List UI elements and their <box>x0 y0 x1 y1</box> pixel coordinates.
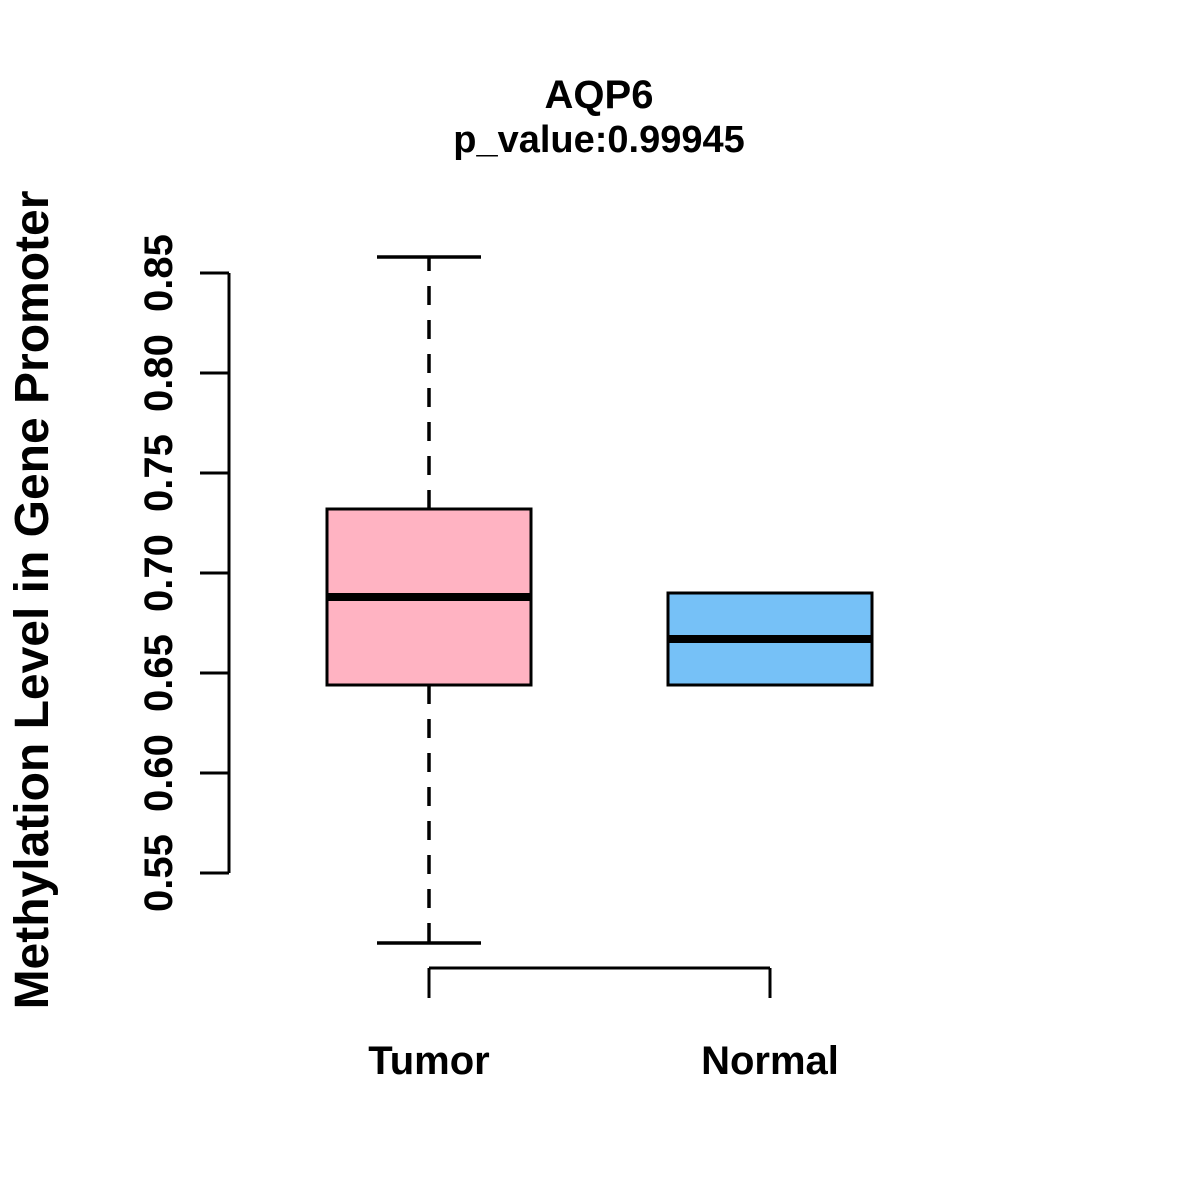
x-axis: Tumor Normal <box>368 966 839 1083</box>
y-tick-label: 0.85 <box>137 234 181 312</box>
y-tick-label: 0.65 <box>137 634 181 712</box>
boxplot-series <box>325 255 874 945</box>
x-tick-label-tumor: Tumor <box>368 1039 489 1083</box>
y-tick-label: 0.75 <box>137 434 181 512</box>
y-axis-title: Methylation Level in Gene Promoter <box>6 191 59 1010</box>
x-tick-label-normal: Normal <box>701 1039 839 1083</box>
chart-subtitle: p_value:0.99945 <box>453 119 745 161</box>
chart-title: AQP6 <box>545 73 654 117</box>
y-axis: 0.55 0.60 0.65 0.70 0.75 0.80 0.85 <box>137 234 231 912</box>
y-tick-label: 0.70 <box>137 534 181 612</box>
y-tick-label: 0.80 <box>137 334 181 412</box>
y-tick-label: 0.60 <box>137 734 181 812</box>
y-tick-label: 0.55 <box>137 834 181 912</box>
